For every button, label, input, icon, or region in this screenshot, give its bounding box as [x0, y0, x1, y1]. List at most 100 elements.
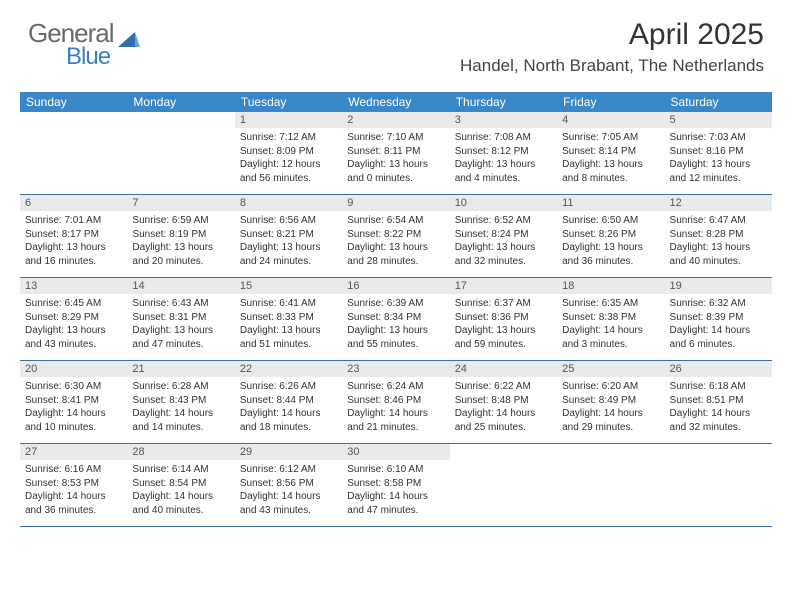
sunrise-text: Sunrise: 6:14 AM [132, 463, 229, 477]
weekday-header: Wednesday [342, 92, 449, 112]
sunrise-text: Sunrise: 6:35 AM [562, 297, 659, 311]
daylight-text: Daylight: 13 hours and 28 minutes. [347, 241, 444, 268]
sunset-text: Sunset: 8:53 PM [25, 477, 122, 491]
daylight-text: Daylight: 13 hours and 51 minutes. [240, 324, 337, 351]
logo-triangle-icon [118, 29, 140, 47]
day-cell: 25Sunrise: 6:20 AMSunset: 8:49 PMDayligh… [557, 361, 664, 443]
sunrise-text: Sunrise: 7:10 AM [347, 131, 444, 145]
daylight-text: Daylight: 14 hours and 14 minutes. [132, 407, 229, 434]
sunset-text: Sunset: 8:34 PM [347, 311, 444, 325]
day-info: Sunrise: 7:12 AMSunset: 8:09 PMDaylight:… [235, 128, 342, 189]
empty-cell [127, 112, 234, 194]
daylight-text: Daylight: 14 hours and 43 minutes. [240, 490, 337, 517]
day-cell: 27Sunrise: 6:16 AMSunset: 8:53 PMDayligh… [20, 444, 127, 526]
sunset-text: Sunset: 8:17 PM [25, 228, 122, 242]
day-cell: 6Sunrise: 7:01 AMSunset: 8:17 PMDaylight… [20, 195, 127, 277]
sunset-text: Sunset: 8:41 PM [25, 394, 122, 408]
day-info: Sunrise: 6:12 AMSunset: 8:56 PMDaylight:… [235, 460, 342, 521]
day-number: 28 [127, 444, 234, 460]
day-number: 12 [665, 195, 772, 211]
sunrise-text: Sunrise: 7:05 AM [562, 131, 659, 145]
day-number: 22 [235, 361, 342, 377]
sunrise-text: Sunrise: 6:56 AM [240, 214, 337, 228]
sunrise-text: Sunrise: 6:39 AM [347, 297, 444, 311]
daylight-text: Daylight: 13 hours and 43 minutes. [25, 324, 122, 351]
sunrise-text: Sunrise: 6:30 AM [25, 380, 122, 394]
daylight-text: Daylight: 14 hours and 21 minutes. [347, 407, 444, 434]
sunset-text: Sunset: 8:28 PM [670, 228, 767, 242]
day-cell: 26Sunrise: 6:18 AMSunset: 8:51 PMDayligh… [665, 361, 772, 443]
daylight-text: Daylight: 14 hours and 36 minutes. [25, 490, 122, 517]
weekday-header: Sunday [20, 92, 127, 112]
sunset-text: Sunset: 8:24 PM [455, 228, 552, 242]
page-header: General Blue April 2025 Handel, North Br… [0, 0, 792, 82]
day-info: Sunrise: 6:47 AMSunset: 8:28 PMDaylight:… [665, 211, 772, 272]
sunset-text: Sunset: 8:29 PM [25, 311, 122, 325]
day-info: Sunrise: 6:18 AMSunset: 8:51 PMDaylight:… [665, 377, 772, 438]
daylight-text: Daylight: 13 hours and 36 minutes. [562, 241, 659, 268]
daylight-text: Daylight: 13 hours and 12 minutes. [670, 158, 767, 185]
sunset-text: Sunset: 8:12 PM [455, 145, 552, 159]
sunrise-text: Sunrise: 6:50 AM [562, 214, 659, 228]
day-number: 6 [20, 195, 127, 211]
day-cell: 19Sunrise: 6:32 AMSunset: 8:39 PMDayligh… [665, 278, 772, 360]
sunrise-text: Sunrise: 6:43 AM [132, 297, 229, 311]
day-cell: 10Sunrise: 6:52 AMSunset: 8:24 PMDayligh… [450, 195, 557, 277]
sunrise-text: Sunrise: 6:26 AM [240, 380, 337, 394]
day-cell: 24Sunrise: 6:22 AMSunset: 8:48 PMDayligh… [450, 361, 557, 443]
sunset-text: Sunset: 8:54 PM [132, 477, 229, 491]
day-number: 20 [20, 361, 127, 377]
sunrise-text: Sunrise: 7:08 AM [455, 131, 552, 145]
month-title: April 2025 [460, 18, 764, 52]
logo: General Blue [28, 18, 140, 71]
day-info: Sunrise: 6:24 AMSunset: 8:46 PMDaylight:… [342, 377, 449, 438]
sunset-text: Sunset: 8:33 PM [240, 311, 337, 325]
daylight-text: Daylight: 13 hours and 59 minutes. [455, 324, 552, 351]
day-cell: 20Sunrise: 6:30 AMSunset: 8:41 PMDayligh… [20, 361, 127, 443]
day-cell: 12Sunrise: 6:47 AMSunset: 8:28 PMDayligh… [665, 195, 772, 277]
day-number: 18 [557, 278, 664, 294]
day-cell: 5Sunrise: 7:03 AMSunset: 8:16 PMDaylight… [665, 112, 772, 194]
sunset-text: Sunset: 8:14 PM [562, 145, 659, 159]
day-info: Sunrise: 6:59 AMSunset: 8:19 PMDaylight:… [127, 211, 234, 272]
day-cell: 28Sunrise: 6:14 AMSunset: 8:54 PMDayligh… [127, 444, 234, 526]
day-info: Sunrise: 6:50 AMSunset: 8:26 PMDaylight:… [557, 211, 664, 272]
day-number: 7 [127, 195, 234, 211]
sunrise-text: Sunrise: 6:16 AM [25, 463, 122, 477]
day-number: 8 [235, 195, 342, 211]
day-info: Sunrise: 6:41 AMSunset: 8:33 PMDaylight:… [235, 294, 342, 355]
daylight-text: Daylight: 14 hours and 10 minutes. [25, 407, 122, 434]
daylight-text: Daylight: 12 hours and 56 minutes. [240, 158, 337, 185]
day-info: Sunrise: 7:05 AMSunset: 8:14 PMDaylight:… [557, 128, 664, 189]
day-cell: 7Sunrise: 6:59 AMSunset: 8:19 PMDaylight… [127, 195, 234, 277]
day-number: 24 [450, 361, 557, 377]
sunrise-text: Sunrise: 6:22 AM [455, 380, 552, 394]
day-info: Sunrise: 7:08 AMSunset: 8:12 PMDaylight:… [450, 128, 557, 189]
day-number: 30 [342, 444, 449, 460]
day-cell: 21Sunrise: 6:28 AMSunset: 8:43 PMDayligh… [127, 361, 234, 443]
empty-cell [450, 444, 557, 526]
day-number: 21 [127, 361, 234, 377]
weekday-header: Monday [127, 92, 234, 112]
day-number: 13 [20, 278, 127, 294]
daylight-text: Daylight: 13 hours and 8 minutes. [562, 158, 659, 185]
empty-cell [665, 444, 772, 526]
day-number: 5 [665, 112, 772, 128]
sunset-text: Sunset: 8:36 PM [455, 311, 552, 325]
day-info: Sunrise: 6:45 AMSunset: 8:29 PMDaylight:… [20, 294, 127, 355]
day-cell: 18Sunrise: 6:35 AMSunset: 8:38 PMDayligh… [557, 278, 664, 360]
day-info: Sunrise: 6:14 AMSunset: 8:54 PMDaylight:… [127, 460, 234, 521]
sunset-text: Sunset: 8:38 PM [562, 311, 659, 325]
day-info: Sunrise: 7:01 AMSunset: 8:17 PMDaylight:… [20, 211, 127, 272]
day-info: Sunrise: 6:30 AMSunset: 8:41 PMDaylight:… [20, 377, 127, 438]
sunset-text: Sunset: 8:16 PM [670, 145, 767, 159]
sunset-text: Sunset: 8:58 PM [347, 477, 444, 491]
day-number: 25 [557, 361, 664, 377]
sunset-text: Sunset: 8:11 PM [347, 145, 444, 159]
sunset-text: Sunset: 8:39 PM [670, 311, 767, 325]
day-cell: 30Sunrise: 6:10 AMSunset: 8:58 PMDayligh… [342, 444, 449, 526]
day-info: Sunrise: 6:37 AMSunset: 8:36 PMDaylight:… [450, 294, 557, 355]
sunrise-text: Sunrise: 6:45 AM [25, 297, 122, 311]
sunrise-text: Sunrise: 6:52 AM [455, 214, 552, 228]
daylight-text: Daylight: 13 hours and 40 minutes. [670, 241, 767, 268]
